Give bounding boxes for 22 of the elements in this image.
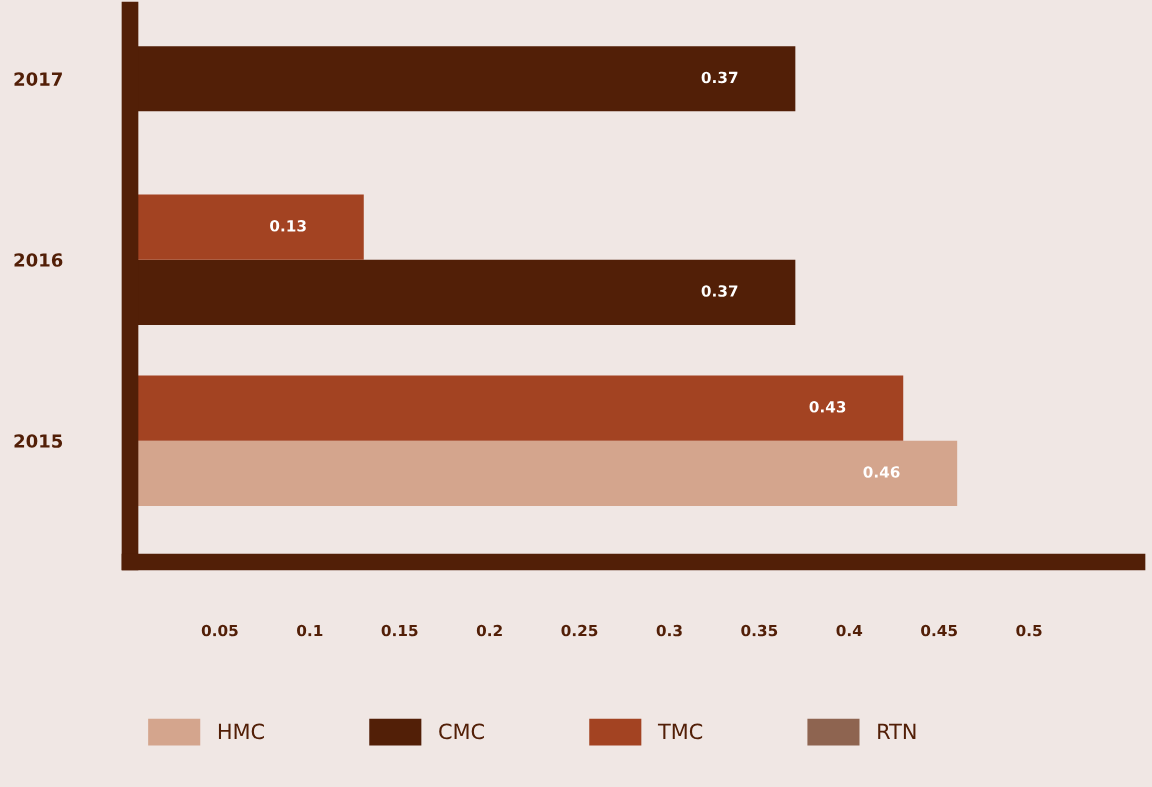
x-tick-label: 0.05 — [201, 624, 238, 637]
data-label: 0.37 — [701, 71, 738, 84]
x-tick-label: 0.15 — [381, 624, 418, 637]
x-tick-label: 0.2 — [476, 624, 502, 637]
x-tick-label: 0.35 — [741, 624, 778, 637]
y-tick-label: 2017 — [14, 72, 62, 86]
legend-label: TMC — [657, 723, 703, 740]
data-label: 0.43 — [809, 401, 846, 413]
data-label: 0.13 — [270, 220, 306, 232]
data-label: 0.37 — [701, 285, 738, 297]
y-tick-label: 2015 — [14, 434, 63, 448]
x-tick-label: 0.4 — [836, 624, 863, 637]
x-tick-label: 0.3 — [656, 624, 682, 637]
y-tick-label: 2016 — [14, 253, 63, 267]
x-tick-label: 0.1 — [297, 624, 323, 637]
x-tick-label: 0.45 — [921, 624, 957, 637]
legend-label: HMC — [218, 723, 264, 740]
x-tick-label: 0.25 — [561, 624, 598, 637]
legend-label: RTN — [878, 723, 916, 739]
x-tick-label: 0.5 — [1016, 624, 1042, 637]
legend-label: CMC — [439, 723, 484, 740]
data-label: 0.46 — [863, 466, 900, 478]
